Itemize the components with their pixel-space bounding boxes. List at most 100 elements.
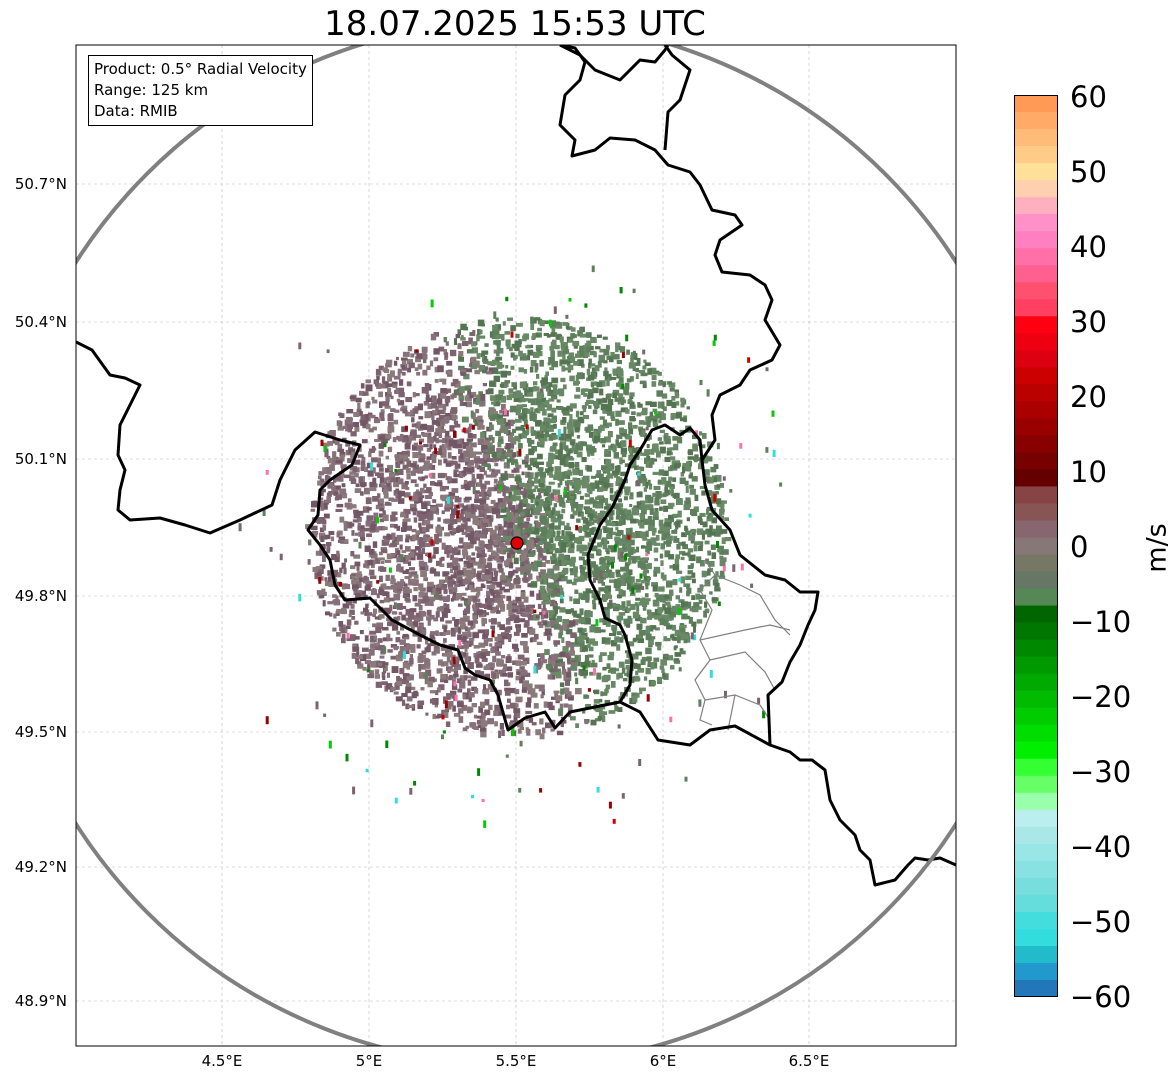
echo-pixel [477, 768, 481, 776]
echo-pixel [557, 474, 565, 481]
echo-pixel [672, 563, 680, 571]
echo-pixel [453, 470, 457, 478]
echo-pixel [441, 611, 448, 618]
echo-pixel [559, 443, 563, 450]
echo-pixel [518, 601, 524, 607]
echo-pixel [322, 524, 327, 531]
echo-pixel [375, 383, 379, 387]
echo-pixel [405, 509, 411, 515]
echo-pixel [540, 548, 548, 553]
echo-pixel [411, 534, 417, 541]
echo-pixel [418, 416, 424, 420]
echo-pixel [410, 625, 415, 632]
echo-pixel [399, 667, 405, 675]
echo-pixel [596, 706, 603, 712]
echo-pixel [636, 357, 641, 365]
echo-pixel [573, 579, 578, 583]
echo-pixel [414, 464, 419, 470]
echo-pixel [652, 527, 657, 533]
echo-pixel [529, 507, 533, 511]
echo-pixel [493, 330, 500, 335]
echo-pixel [680, 397, 685, 403]
echo-pixel [645, 633, 652, 641]
echo-pixel [570, 431, 574, 437]
echo-pixel [505, 451, 512, 456]
echo-pixel [422, 520, 426, 526]
echo-pixel [599, 497, 605, 502]
echo-pixel [624, 463, 632, 467]
echo-pixel [552, 507, 556, 512]
echo-pixel [721, 537, 726, 544]
echo-pixel [619, 637, 624, 643]
echo-pixel [445, 402, 449, 407]
echo-pixel [558, 625, 564, 631]
echo-pixel [472, 433, 477, 439]
echo-pixel [484, 343, 489, 347]
echo-pixel [659, 665, 665, 670]
echo-pixel [522, 534, 528, 541]
echo-pixel [397, 368, 403, 374]
echo-pixel [406, 359, 413, 365]
echo-pixel [565, 609, 572, 615]
echo-pixel [557, 494, 562, 500]
echo-pixel [494, 411, 498, 416]
echo-pixel [539, 438, 545, 445]
echo-pixel [472, 632, 480, 638]
echo-pixel [316, 572, 322, 579]
echo-pixel [643, 575, 650, 582]
echo-pixel [527, 349, 534, 356]
echo-pixel [606, 550, 610, 555]
echo-pixel [373, 418, 381, 424]
echo-pixel [433, 444, 437, 449]
echo-pixel [671, 460, 675, 467]
echo-pixel [465, 604, 471, 610]
echo-pixel [513, 531, 521, 538]
echo-pixel [393, 646, 399, 649]
echo-pixel [386, 633, 391, 639]
echo-pixel [481, 503, 489, 510]
echo-pixel [409, 654, 413, 660]
echo-pixel [693, 626, 696, 633]
echo-pixel [485, 612, 490, 616]
echo-pixel [423, 401, 430, 406]
echo-pixel [490, 592, 496, 596]
echo-pixel [524, 456, 529, 463]
echo-pixel [498, 730, 502, 739]
echo-pixel [630, 603, 636, 610]
echo-pixel [641, 579, 645, 584]
echo-pixel [452, 595, 458, 601]
echo-pixel [691, 476, 698, 482]
echo-pixel [401, 450, 408, 455]
echo-pixel [577, 330, 583, 337]
echo-pixel [562, 619, 569, 626]
echo-pixel [581, 594, 588, 601]
echo-pixel [350, 504, 357, 509]
echo-pixel [666, 436, 671, 440]
echo-pixel [650, 625, 657, 630]
echo-pixel [576, 636, 584, 643]
echo-pixel [487, 562, 492, 567]
echo-pixel [387, 649, 393, 653]
echo-pixel [416, 644, 421, 649]
echo-pixel [391, 511, 398, 515]
echo-pixel [393, 360, 398, 366]
echo-pixel [519, 415, 525, 420]
echo-pixel [676, 543, 681, 550]
echo-pixel [555, 321, 560, 325]
echo-pixel [611, 625, 618, 631]
echo-pixel [682, 463, 690, 469]
echo-pixel [496, 689, 502, 696]
echo-pixel [477, 415, 483, 423]
echo-pixel [549, 620, 556, 627]
echo-pixel [712, 528, 717, 535]
echo-pixel [515, 660, 522, 666]
echo-pixel [576, 490, 582, 495]
echo-pixel [469, 511, 476, 519]
echo-pixel [374, 636, 378, 640]
echo-pixel [411, 571, 418, 575]
echo-pixel [449, 564, 454, 569]
echo-pixel [379, 575, 383, 582]
echo-pixel [308, 539, 312, 546]
echo-pixel [377, 493, 381, 499]
echo-pixel [553, 612, 557, 617]
